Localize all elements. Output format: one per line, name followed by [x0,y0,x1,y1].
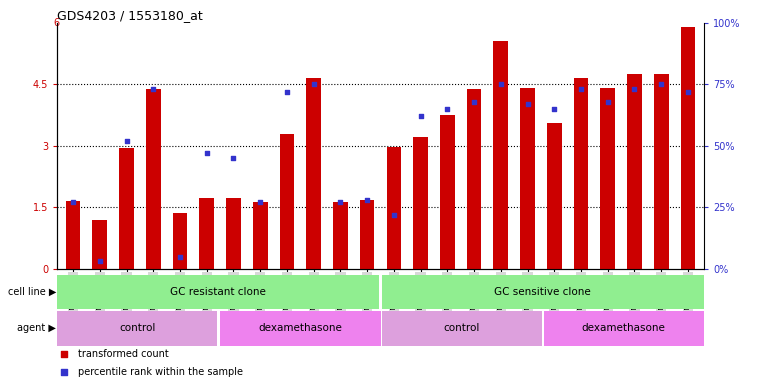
Bar [307,78,321,269]
Point [415,113,427,119]
Bar [543,311,704,346]
Bar [680,27,696,269]
Point [94,258,106,265]
Point [174,253,186,260]
Point [602,99,614,105]
Bar [65,201,81,269]
Text: GC resistant clone: GC resistant clone [170,287,266,297]
Point [334,199,346,205]
Bar [57,275,379,309]
Point [655,81,667,88]
Bar [119,148,134,269]
Text: control: control [444,323,480,333]
Bar [574,78,588,269]
Text: cell line ▶: cell line ▶ [8,287,56,297]
Bar [521,88,535,269]
Bar [199,198,214,269]
Point [548,106,560,112]
Bar [382,311,542,346]
Bar [466,89,482,269]
Text: transformed count: transformed count [78,349,168,359]
Bar [279,134,295,269]
Text: GC sensitive clone: GC sensitive clone [495,287,591,297]
Bar [547,123,562,269]
Point [120,138,132,144]
Point [575,86,587,93]
Point [147,86,159,93]
Point [281,89,293,95]
Bar [627,74,642,269]
Point [57,351,70,357]
Bar [413,137,428,269]
Text: dexamethasone: dexamethasone [581,323,666,333]
Bar [360,200,374,269]
Bar [173,213,187,269]
Bar [93,220,107,269]
Bar [333,202,348,269]
Bar [493,41,508,269]
Point [57,369,70,375]
Bar [57,311,218,346]
Text: percentile rank within the sample: percentile rank within the sample [78,366,243,377]
Point [67,199,79,205]
Bar [382,275,704,309]
Text: GDS4203 / 1553180_at: GDS4203 / 1553180_at [57,9,203,22]
Point [495,81,507,88]
Point [629,86,641,93]
Bar [226,199,240,269]
Bar [600,88,615,269]
Point [361,197,373,203]
Bar [440,115,454,269]
Point [307,81,320,88]
Point [468,99,480,105]
Text: agent ▶: agent ▶ [17,323,56,333]
Text: 6: 6 [53,18,60,28]
Point [388,212,400,218]
Text: dexamethasone: dexamethasone [258,323,342,333]
Point [254,199,266,205]
Text: control: control [119,323,155,333]
Bar [253,202,268,269]
Bar [654,74,668,269]
Bar [220,311,380,346]
Bar [387,147,401,269]
Point [201,150,213,156]
Point [682,89,694,95]
Point [521,101,533,107]
Point [441,106,454,112]
Point [228,155,240,161]
Bar [146,89,161,269]
